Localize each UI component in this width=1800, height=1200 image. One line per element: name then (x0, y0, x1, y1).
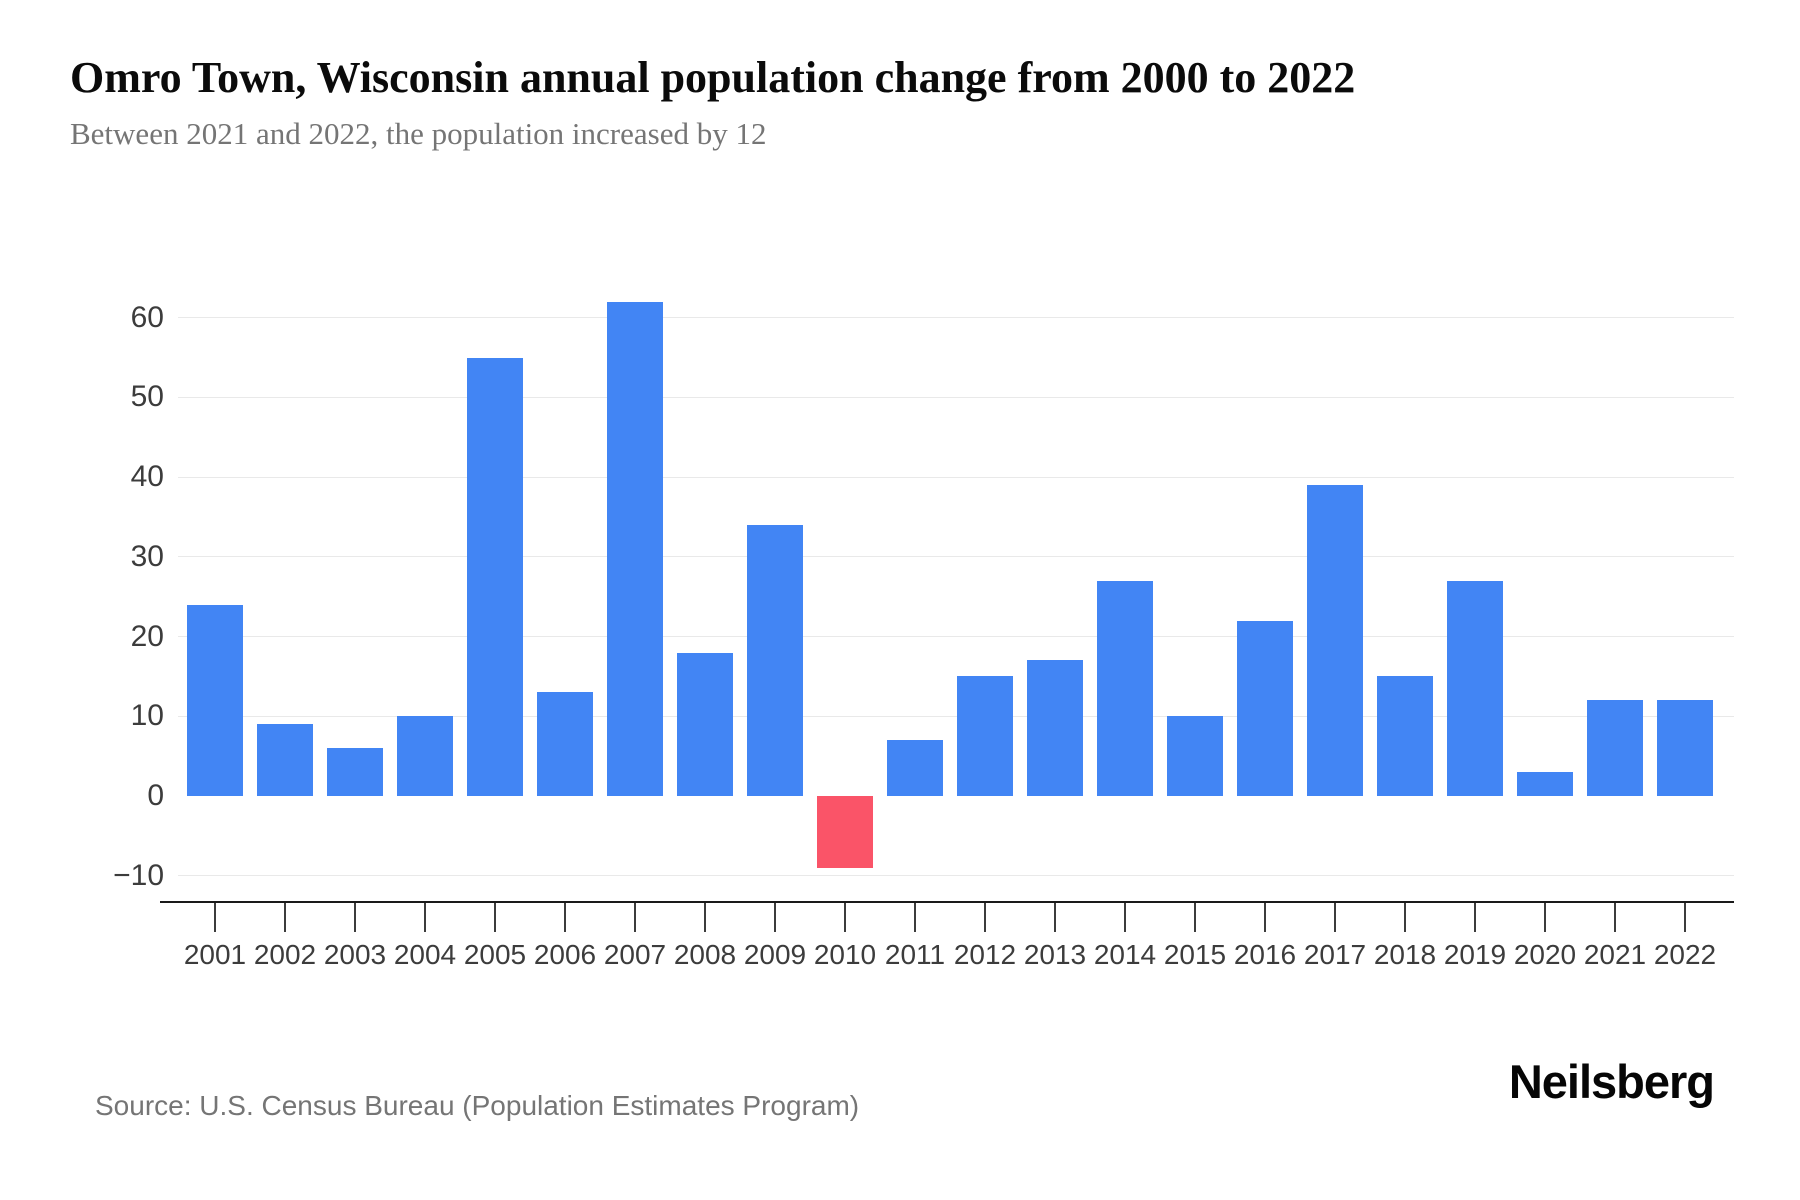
x-axis-tick-2002 (284, 903, 286, 932)
x-axis-line (160, 901, 1734, 903)
bar-2011[interactable] (887, 740, 943, 796)
x-axis-label-2014: 2014 (1093, 939, 1157, 970)
bar-2010[interactable] (817, 796, 873, 868)
x-axis-label-2015: 2015 (1163, 939, 1227, 970)
bar-2004[interactable] (397, 716, 453, 796)
x-axis-tick-2001 (214, 903, 216, 932)
x-axis-tick-2009 (774, 903, 776, 932)
x-axis-label-2021: 2021 (1583, 939, 1647, 970)
bar-2019[interactable] (1447, 580, 1503, 796)
x-axis-tick-2003 (354, 903, 356, 932)
gridline-y--10 (178, 875, 1734, 877)
x-axis-tick-2004 (424, 903, 426, 932)
brand-logo[interactable]: Neilsberg (1508, 1055, 1715, 1108)
gridline-y-30 (178, 556, 1734, 558)
y-axis-label-60: 60 (130, 300, 164, 334)
x-axis-tick-2014 (1124, 903, 1126, 932)
bar-2013[interactable] (1027, 660, 1083, 796)
y-axis-label-20: 20 (130, 619, 164, 653)
x-axis-label-2010: 2010 (813, 939, 877, 970)
x-axis-label-2013: 2013 (1023, 939, 1087, 970)
chart-title: Omro Town, Wisconsin annual population c… (70, 53, 1356, 102)
bar-2007[interactable] (607, 301, 663, 796)
y-axis-label-0: 0 (147, 779, 164, 812)
x-axis-label-2001: 2001 (183, 939, 247, 970)
y-axis-label--10: −10 (113, 858, 164, 892)
gridline-y-40 (178, 476, 1734, 478)
gridline-y-50 (178, 396, 1734, 398)
bar-2014[interactable] (1097, 580, 1153, 796)
y-axis-label-40: 40 (130, 460, 164, 494)
x-axis-tick-2017 (1334, 903, 1336, 932)
x-axis-label-2012: 2012 (953, 939, 1017, 970)
gridline-y-20 (178, 636, 1734, 638)
x-axis-label-2004: 2004 (393, 939, 457, 970)
x-axis-tick-2013 (1054, 903, 1056, 932)
bar-2020[interactable] (1517, 772, 1573, 796)
bar-2022[interactable] (1657, 700, 1713, 796)
x-axis-label-2020: 2020 (1513, 939, 1577, 970)
bar-2016[interactable] (1237, 620, 1293, 796)
x-axis-tick-2018 (1404, 903, 1406, 932)
gridline-y-10 (178, 715, 1734, 717)
gridline-y-60 (178, 317, 1734, 319)
x-axis-label-2011: 2011 (884, 939, 946, 970)
bar-2006[interactable] (537, 692, 593, 796)
x-axis-label-2022: 2022 (1653, 939, 1717, 970)
x-axis-tick-2019 (1474, 903, 1476, 932)
x-axis-label-2007: 2007 (603, 939, 667, 970)
x-axis-label-2003: 2003 (323, 939, 387, 970)
x-axis-label-2016: 2016 (1233, 939, 1297, 970)
x-axis-tick-2020 (1544, 903, 1546, 932)
x-axis-tick-2007 (634, 903, 636, 932)
y-axis-label-10: 10 (130, 699, 164, 733)
bar-2018[interactable] (1377, 676, 1433, 796)
bar-2015[interactable] (1167, 716, 1223, 796)
y-axis-label-30: 30 (130, 539, 164, 573)
bar-2017[interactable] (1307, 485, 1363, 796)
x-axis-label-2002: 2002 (253, 939, 317, 970)
x-axis-tick-2011 (914, 903, 916, 932)
x-axis-label-2006: 2006 (533, 939, 597, 970)
bar-2002[interactable] (257, 724, 313, 796)
bar-2008[interactable] (677, 652, 733, 796)
x-axis-label-2009: 2009 (743, 939, 807, 970)
y-axis-label-50: 50 (130, 380, 164, 414)
bar-2021[interactable] (1587, 700, 1643, 796)
x-axis-tick-2006 (564, 903, 566, 932)
source-note: Source: U.S. Census Bureau (Population E… (95, 1090, 860, 1121)
bar-2003[interactable] (327, 748, 383, 796)
x-axis-tick-2010 (844, 903, 846, 932)
x-axis-label-2017: 2017 (1303, 939, 1367, 970)
x-axis-tick-2016 (1264, 903, 1266, 932)
x-axis-label-2005: 2005 (463, 939, 527, 970)
x-axis-tick-2021 (1614, 903, 1616, 932)
bar-2009[interactable] (747, 524, 803, 796)
chart-subtitle: Between 2021 and 2022, the population in… (70, 116, 767, 151)
x-axis-label-2018: 2018 (1373, 939, 1437, 970)
x-axis-tick-2008 (704, 903, 706, 932)
x-axis-tick-2015 (1194, 903, 1196, 932)
x-axis-label-2008: 2008 (673, 939, 737, 970)
x-axis-tick-2012 (984, 903, 986, 932)
x-axis-tick-2005 (494, 903, 496, 932)
bar-2001[interactable] (187, 604, 243, 796)
bar-2012[interactable] (957, 676, 1013, 796)
bar-2005[interactable] (467, 357, 523, 796)
x-axis-tick-2022 (1684, 903, 1686, 932)
x-axis-label-2019: 2019 (1443, 939, 1507, 970)
